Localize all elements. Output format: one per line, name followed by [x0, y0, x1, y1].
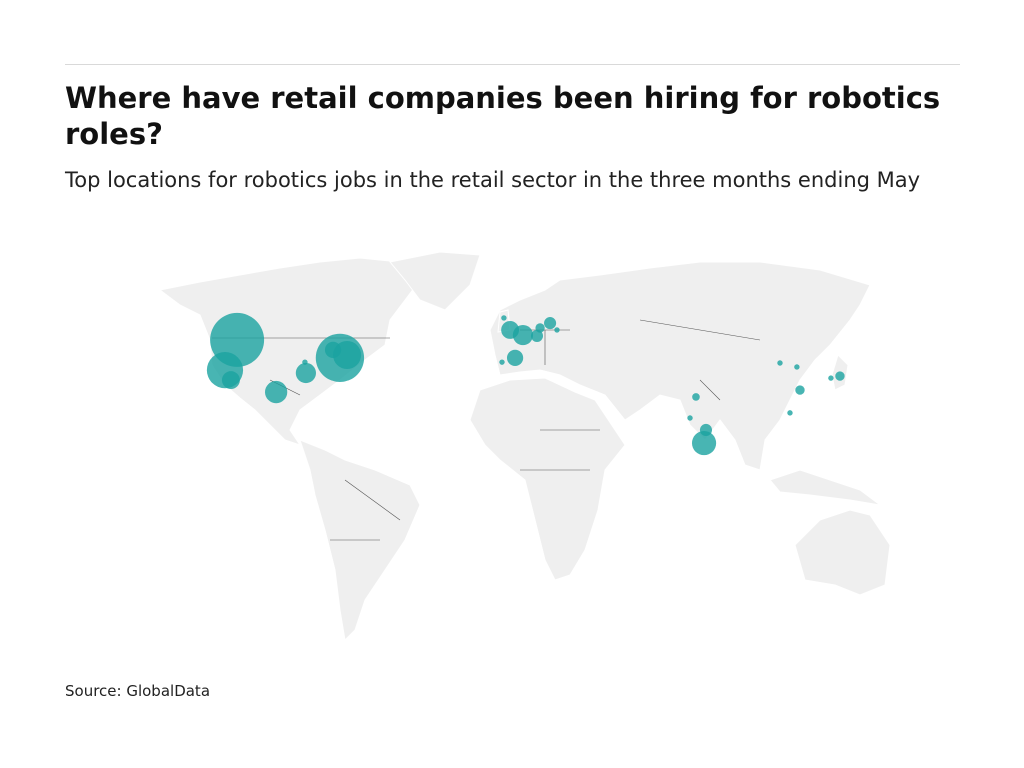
- location-bubble: [221, 371, 240, 390]
- location-bubble: [777, 360, 783, 366]
- location-bubble: [512, 324, 534, 346]
- location-bubble: [499, 359, 505, 365]
- location-bubble: [302, 359, 308, 365]
- location-bubble: [535, 323, 545, 333]
- location-bubble: [295, 362, 316, 384]
- location-bubble: [795, 385, 805, 395]
- land: [158, 251, 891, 642]
- location-bubble: [265, 380, 288, 404]
- location-bubble: [554, 327, 560, 333]
- location-bubble: [835, 371, 845, 381]
- location-bubble: [691, 431, 717, 456]
- location-bubble: [828, 375, 834, 381]
- location-bubble: [324, 341, 342, 358]
- location-bubble: [692, 393, 700, 401]
- location-bubble: [787, 410, 793, 416]
- location-bubble: [699, 423, 713, 437]
- location-bubble: [544, 317, 557, 330]
- location-bubble: [687, 415, 693, 421]
- location-bubble: [530, 329, 544, 342]
- location-bubble: [506, 349, 524, 366]
- source-note: Source: GlobalData: [65, 682, 211, 700]
- chart-title: Where have retail companies been hiring …: [65, 81, 941, 151]
- location-bubble: [501, 315, 507, 321]
- chart-subtitle: Top locations for robotics jobs in the r…: [65, 168, 921, 192]
- top-rule: [65, 64, 960, 65]
- location-bubble: [794, 364, 800, 370]
